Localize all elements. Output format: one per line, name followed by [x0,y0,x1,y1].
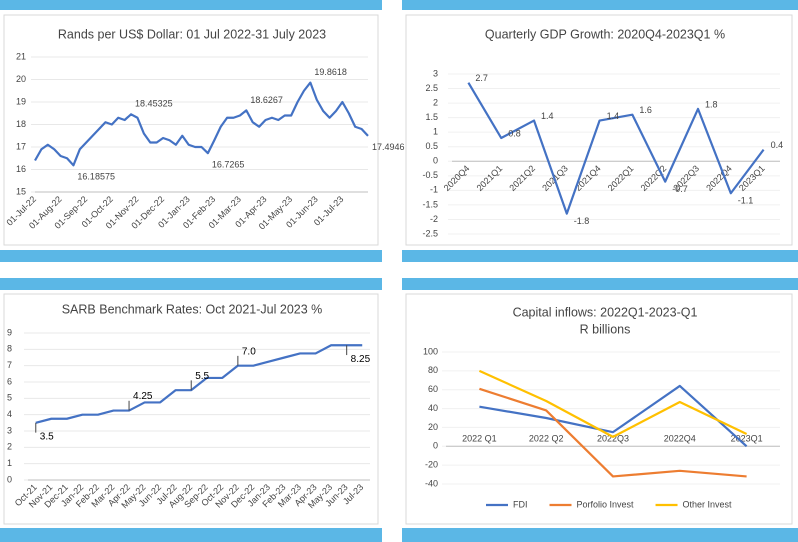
chart-title: Quarterly GDP Growth: 2020Q4-2023Q1 % [485,27,725,41]
series-line [467,82,765,215]
data-label: 0.8 [508,128,521,138]
data-label: 1.4 [607,111,620,121]
y-tick-label: 6 [7,376,12,386]
y-tick-label: 80 [428,365,438,375]
y-tick-label: 20 [16,74,26,84]
legend-label: Porfolio Invest [577,499,635,509]
data-label: 4.25 [133,391,153,402]
y-tick-label: 2 [433,97,438,107]
x-tick-label: 2022 Q1 [462,434,497,444]
panel-strip [0,278,382,290]
data-label: 17.4946 [372,142,405,152]
y-tick-label: 1 [7,458,12,468]
y-tick-label: 17 [16,141,26,151]
data-label: 16.7265 [212,160,245,170]
chart-title: Rands per US$ Dollar: 01 Jul 2022-31 Jul… [58,27,326,41]
panel-strip [402,528,798,542]
data-label: 5.5 [195,371,209,382]
y-tick-label: -20 [425,460,438,470]
data-label: 1.8 [705,99,718,109]
panel-strip [402,0,798,10]
y-tick-label: -1.5 [422,199,438,209]
y-tick-label: -2 [430,214,438,224]
y-tick-label: 1.5 [425,112,438,122]
series-line [479,387,747,478]
panel-strip [0,250,382,262]
y-tick-label: 16 [16,164,26,174]
y-tick-label: -40 [425,478,438,488]
chart-frame [405,14,793,246]
series-line [478,369,748,438]
panel-strip [0,528,382,542]
data-label: 16.18575 [77,172,115,182]
panel-strip [402,278,798,290]
y-tick-label: 0.5 [425,141,438,151]
y-tick-label: 9 [7,327,12,337]
x-tick-label: 2023Q1 [731,434,763,444]
x-tick-label: 2022Q1 [606,163,636,193]
y-tick-label: -2.5 [422,228,438,238]
data-label: 19.8618 [314,67,347,77]
data-label: 3.5 [40,431,54,442]
chart-frame [405,293,793,525]
data-label: -1.8 [574,216,590,226]
y-tick-label: -1 [430,185,438,195]
y-tick-label: 2 [7,442,12,452]
x-tick-label: 2021Q2 [507,163,537,193]
y-tick-label: 5 [7,393,12,403]
series-line [35,344,363,424]
data-label: 18.45325 [135,99,173,109]
y-tick-label: 100 [423,346,438,356]
y-tick-label: 0 [7,474,12,484]
data-label: 18.6267 [250,95,283,105]
data-label: 1.4 [541,111,554,121]
y-tick-label: 21 [16,51,26,61]
data-label: 7.0 [242,346,256,357]
x-tick-label: 2022Q4 [664,434,696,444]
series-line [479,384,748,448]
y-tick-label: 60 [428,384,438,394]
y-tick-label: 15 [16,186,26,196]
x-tick-label: 2022 Q2 [529,434,564,444]
y-tick-label: 18 [16,119,26,129]
y-tick-label: 1 [433,127,438,137]
legend-label: FDI [513,499,528,509]
x-tick-label: 2022Q3 [597,434,629,444]
y-tick-label: 0 [433,441,438,451]
x-tick-label: 2021Q4 [573,163,603,193]
y-tick-label: 3 [7,425,12,435]
chart-title: Capital inflows: 2022Q1-2023-Q1 [513,305,698,319]
chart-subtitle: R billions [580,322,631,336]
y-tick-label: 3 [433,68,438,78]
data-label: 8.25 [351,354,371,365]
data-label: -0.7 [672,184,688,194]
series-line [34,81,369,167]
chart-frame [3,14,379,246]
y-tick-label: 19 [16,96,26,106]
y-tick-label: 20 [428,422,438,432]
y-tick-label: 2.5 [425,83,438,93]
data-label: 0.4 [771,140,784,150]
data-label: 2.7 [475,73,488,83]
y-tick-label: 7 [7,360,12,370]
panel-strip [0,0,382,10]
x-tick-label: 2020Q4 [442,163,472,193]
y-tick-label: -0.5 [422,170,438,180]
data-label: -1.1 [738,196,754,206]
chart-frame [3,293,379,525]
y-tick-label: 0 [433,156,438,166]
y-tick-label: 40 [428,403,438,413]
y-tick-label: 8 [7,344,12,354]
legend-label: Other Invest [683,499,733,509]
panel-strip [402,250,798,262]
x-tick-label: 2021Q1 [475,163,505,193]
y-tick-label: 4 [7,409,12,419]
chart-title: SARB Benchmark Rates: Oct 2021-Jul 2023 … [62,302,323,316]
data-label: 1.6 [639,105,652,115]
